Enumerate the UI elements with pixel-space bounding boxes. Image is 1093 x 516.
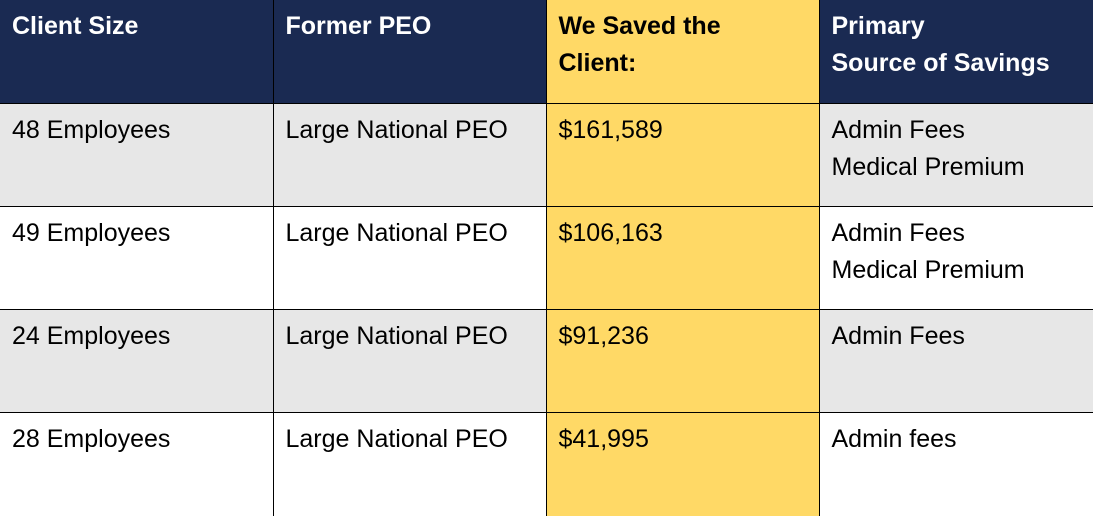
cell-former-peo: Large National PEO — [272, 411, 547, 516]
header-primary-source: Primary Source of Savings — [818, 0, 1093, 104]
cell-savings-source: Admin Fees Medical Premium — [818, 205, 1093, 310]
header-we-saved: We Saved the Client: — [545, 0, 820, 104]
header-client-size: Client Size — [0, 0, 274, 104]
cell-saved-amount: $91,236 — [545, 308, 820, 413]
cell-client-size: 48 Employees — [0, 102, 274, 207]
cell-saved-amount: $106,163 — [545, 205, 820, 310]
table-header-row: Client Size Former PEO We Saved the Clie… — [0, 0, 1093, 104]
table-row: 49 Employees Large National PEO $106,163… — [0, 205, 1093, 310]
cell-former-peo: Large National PEO — [272, 308, 547, 413]
table-row: 24 Employees Large National PEO $91,236 … — [0, 308, 1093, 413]
cell-savings-source: Admin Fees — [818, 308, 1093, 413]
table-row: 48 Employees Large National PEO $161,589… — [0, 102, 1093, 207]
cell-saved-amount: $161,589 — [545, 102, 820, 207]
cell-savings-source: Admin fees — [818, 411, 1093, 516]
cell-former-peo: Large National PEO — [272, 102, 547, 207]
cell-client-size: 28 Employees — [0, 411, 274, 516]
table-row: 28 Employees Large National PEO $41,995 … — [0, 411, 1093, 516]
cell-savings-source: Admin Fees Medical Premium — [818, 102, 1093, 207]
header-former-peo: Former PEO — [272, 0, 547, 104]
cell-client-size: 49 Employees — [0, 205, 274, 310]
cell-client-size: 24 Employees — [0, 308, 274, 413]
cell-saved-amount: $41,995 — [545, 411, 820, 516]
cell-former-peo: Large National PEO — [272, 205, 547, 310]
